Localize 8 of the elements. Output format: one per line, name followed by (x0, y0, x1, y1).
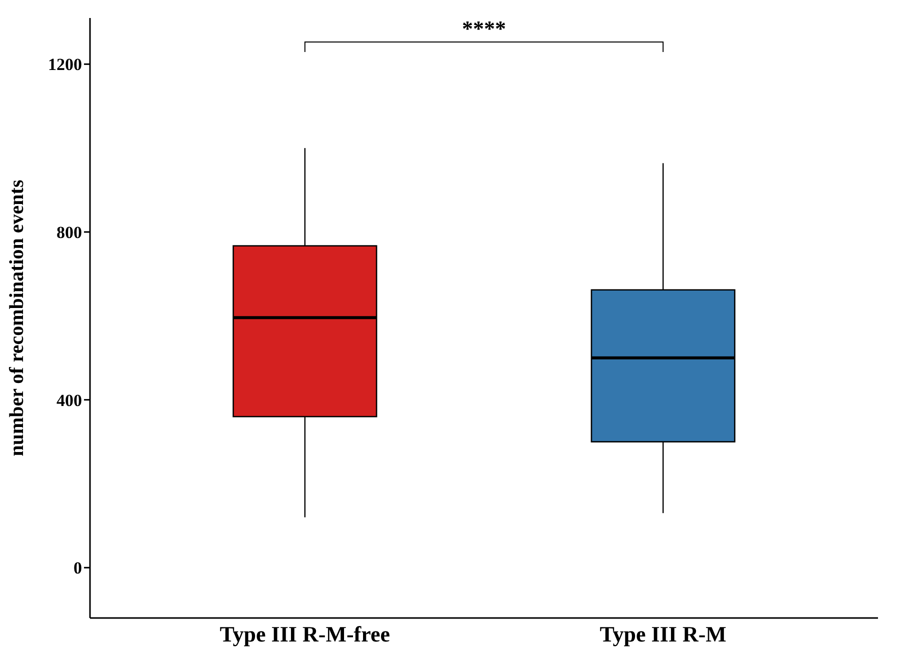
x-tick-label: Type III R-M-free (220, 622, 390, 647)
y-tick-label: 400 (56, 390, 82, 410)
y-tick-label: 0 (74, 558, 82, 578)
y-tick-label: 1200 (48, 55, 82, 74)
y-axis-title: number of recombination events (6, 180, 28, 456)
x-tick-label: Type III R-M (600, 622, 727, 647)
annotation: **** (462, 16, 506, 41)
y-tick-label: 800 (56, 223, 82, 242)
